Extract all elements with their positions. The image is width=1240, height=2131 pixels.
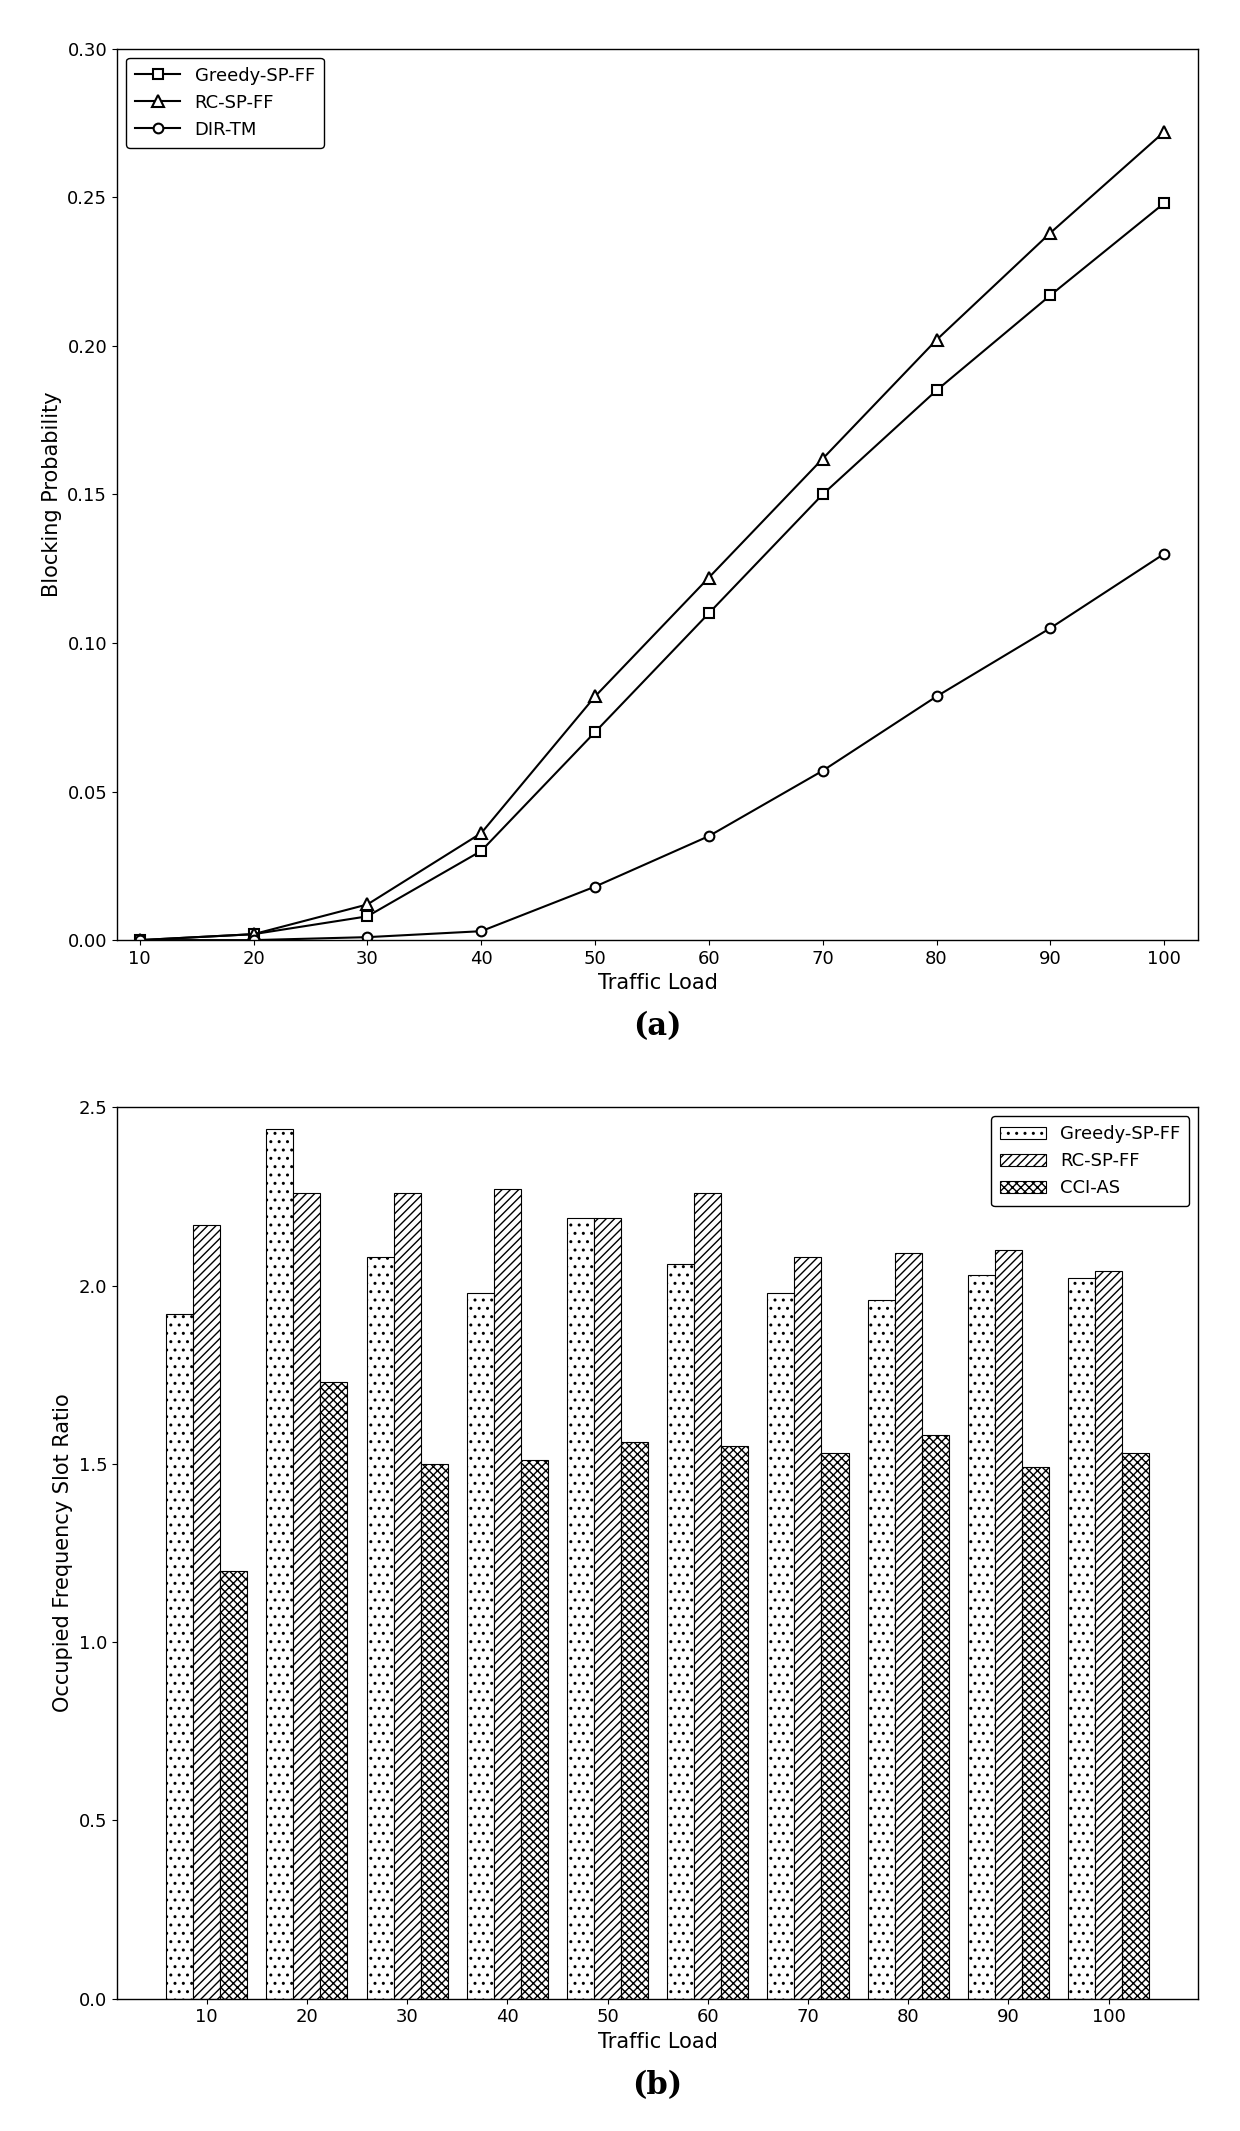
Bar [921, 1436, 949, 1999]
Greedy-SP-FF [474, 837, 489, 863]
Y-axis label: Blocking Probability: Blocking Probability [42, 392, 62, 597]
DIR-TM [133, 927, 148, 953]
DIR-TM [474, 918, 489, 944]
Legend: Greedy-SP-FF, RC-SP-FF, CCI-AS: Greedy-SP-FF, RC-SP-FF, CCI-AS [992, 1117, 1189, 1206]
RC-SP-FF [133, 927, 148, 953]
Bar [722, 1447, 748, 1999]
RC-SP-FF [815, 445, 830, 471]
Greedy-SP-FF [815, 482, 830, 507]
DIR-TM [588, 874, 603, 899]
DIR-TM [246, 927, 260, 953]
Bar [821, 1453, 848, 1999]
Bar [221, 1571, 247, 1999]
Bar [1095, 1272, 1122, 1999]
RC-SP-FF [588, 684, 603, 710]
Bar [594, 1217, 621, 1999]
Line: Greedy-SP-FF: Greedy-SP-FF [135, 198, 1169, 944]
Legend: Greedy-SP-FF, RC-SP-FF, DIR-TM: Greedy-SP-FF, RC-SP-FF, DIR-TM [126, 58, 324, 147]
RC-SP-FF [474, 820, 489, 846]
Bar [1022, 1468, 1049, 1999]
Bar [193, 1225, 221, 1999]
RC-SP-FF [246, 921, 260, 946]
RC-SP-FF [1157, 119, 1172, 145]
Bar [994, 1251, 1022, 1999]
Bar [667, 1264, 694, 1999]
DIR-TM [929, 684, 944, 710]
Text: (a): (a) [634, 1012, 682, 1042]
Bar [621, 1443, 649, 1999]
RC-SP-FF [1043, 219, 1058, 245]
Bar [567, 1217, 594, 1999]
Greedy-SP-FF [360, 904, 374, 929]
DIR-TM [1157, 541, 1172, 567]
Bar [1068, 1279, 1095, 1999]
DIR-TM [815, 759, 830, 784]
RC-SP-FF [360, 891, 374, 916]
Bar [694, 1193, 722, 1999]
Greedy-SP-FF [1157, 190, 1172, 215]
X-axis label: Traffic Load: Traffic Load [598, 2033, 718, 2052]
Greedy-SP-FF [929, 377, 944, 403]
Bar [166, 1315, 193, 1999]
Bar [294, 1193, 320, 1999]
Bar [894, 1253, 921, 1999]
Greedy-SP-FF [588, 720, 603, 746]
Bar [367, 1257, 393, 1999]
Bar [868, 1300, 894, 1999]
Greedy-SP-FF [702, 601, 717, 627]
Greedy-SP-FF [1043, 283, 1058, 309]
Bar [1122, 1453, 1149, 1999]
Bar [393, 1193, 420, 1999]
DIR-TM [360, 925, 374, 950]
Bar [420, 1464, 448, 1999]
Bar [967, 1274, 994, 1999]
DIR-TM [702, 823, 717, 848]
Bar [521, 1460, 548, 1999]
Bar [267, 1129, 294, 1999]
Bar [494, 1189, 521, 1999]
Line: RC-SP-FF: RC-SP-FF [134, 126, 1169, 946]
Text: (b): (b) [632, 2069, 683, 2101]
DIR-TM [1043, 616, 1058, 641]
Bar [320, 1381, 347, 1999]
Bar [795, 1257, 821, 1999]
RC-SP-FF [702, 565, 717, 590]
Y-axis label: Occupied Frequency Slot Ratio: Occupied Frequency Slot Ratio [53, 1394, 73, 1713]
Bar [466, 1294, 494, 1999]
X-axis label: Traffic Load: Traffic Load [598, 974, 718, 993]
Greedy-SP-FF [133, 927, 148, 953]
Line: DIR-TM: DIR-TM [135, 550, 1169, 944]
RC-SP-FF [929, 326, 944, 352]
Bar [768, 1294, 795, 1999]
Greedy-SP-FF [246, 921, 260, 946]
